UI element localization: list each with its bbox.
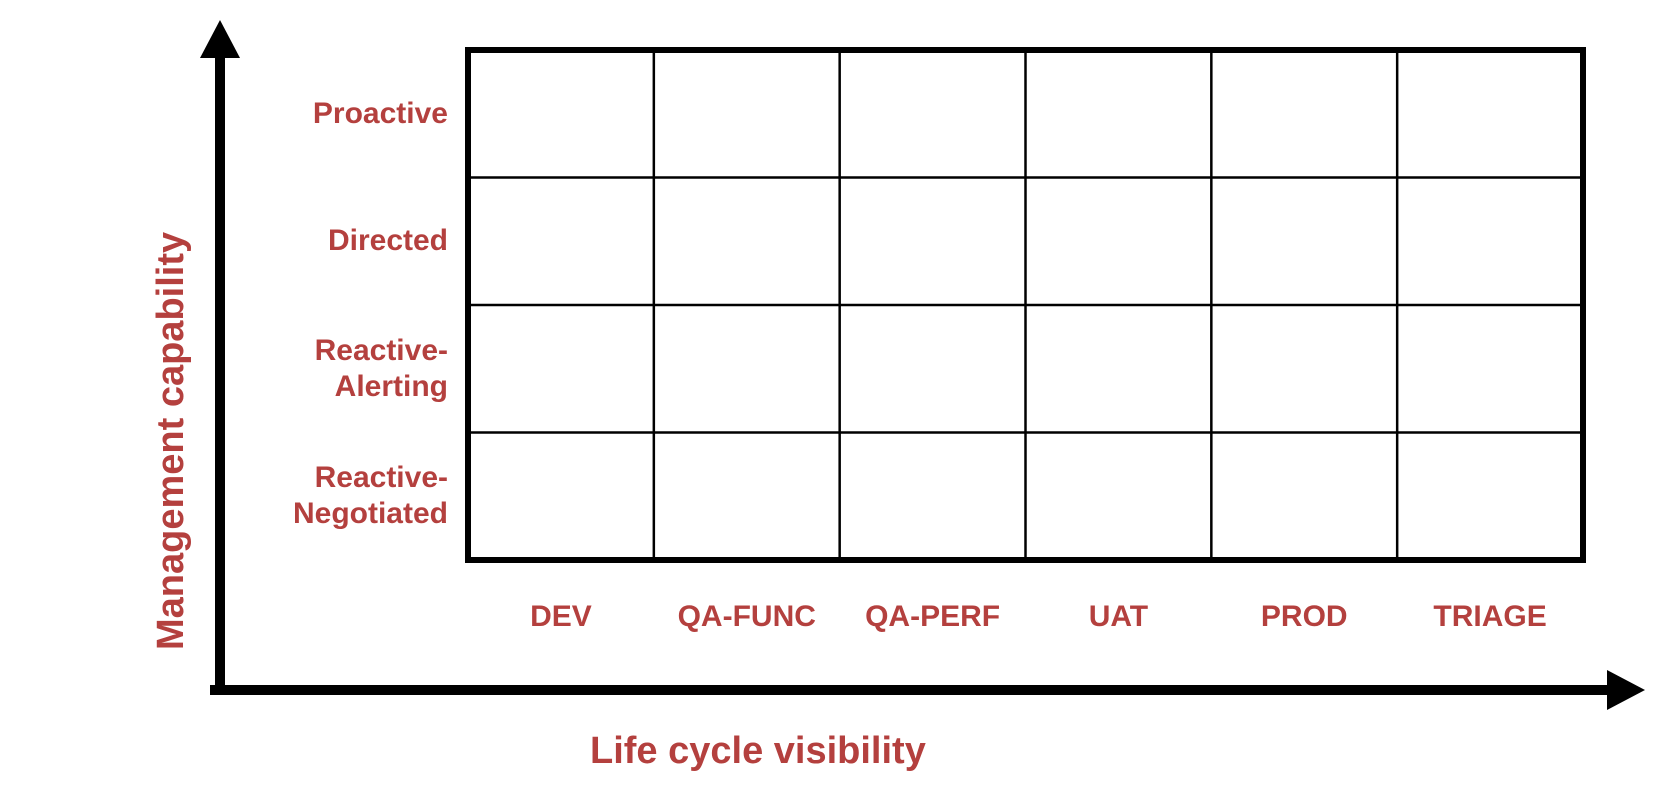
col-label-5: TRIAGE [1433, 600, 1546, 634]
row-label-0: Proactive [313, 96, 448, 132]
row-label-1: Directed [328, 223, 448, 259]
row-label-2: Reactive- Alerting [315, 333, 448, 405]
y-axis-title: Management capability [150, 232, 193, 650]
x-axis-title: Life cycle visibility [590, 730, 926, 773]
row-label-3: Reactive- Negotiated [293, 460, 448, 532]
col-label-2: QA-PERF [865, 600, 1000, 634]
col-label-3: UAT [1089, 600, 1148, 634]
col-label-1: QA-FUNC [678, 600, 816, 634]
diagram-stage: Management capability Life cycle visibil… [0, 0, 1675, 796]
col-label-0: DEV [530, 600, 592, 634]
col-label-4: PROD [1261, 600, 1348, 634]
diagram-svg [0, 0, 1675, 796]
